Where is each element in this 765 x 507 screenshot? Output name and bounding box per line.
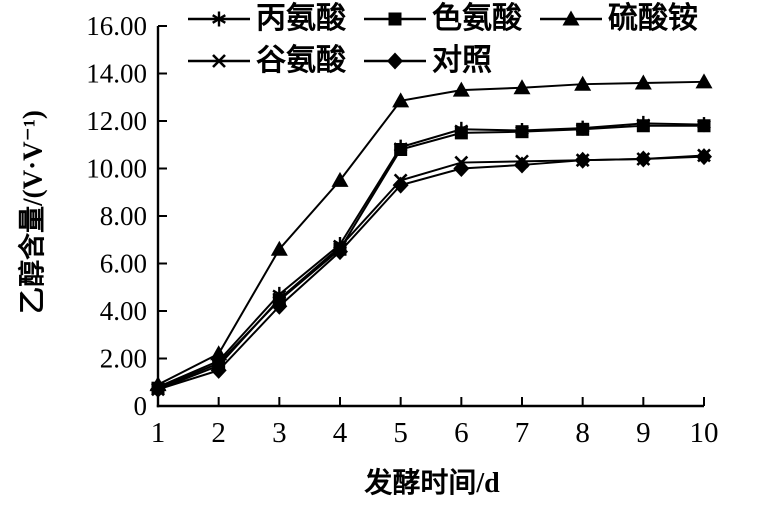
asterisk-marker [575,120,590,136]
legend-item-diamond: 对照 [362,42,492,80]
x-tick-label: 9 [636,417,651,449]
series-markers [151,148,711,397]
x-legend-key [188,54,250,68]
diamond-marker [210,361,227,379]
x-tick-label: 6 [454,417,469,449]
series-markers [150,148,712,398]
series-line [157,155,705,391]
y-tick-label: 8.00 [100,201,147,231]
asterisk-marker [212,11,226,27]
y-tick-label: 16.00 [86,11,147,41]
legend-row: 丙氨酸 色氨酸 硫酸铵 [186,0,698,38]
x-marker [212,54,226,68]
x-tick-label: 5 [393,417,408,449]
asterisk-marker [151,379,165,395]
x-marker [636,152,651,166]
y-tick-label: 4.00 [100,296,147,326]
y-tick-label: 0 [134,391,148,421]
legend-item-triangle: 硫酸铵 [538,0,698,38]
asterisk-legend-key [188,11,250,27]
asterisk-marker [515,123,529,138]
diamond-legend-key [364,52,426,70]
x-tick-label: 10 [690,417,719,449]
square-legend-key [364,12,426,26]
legend-item-asterisk: 丙氨酸 [186,0,346,38]
x-tick-label: 3 [272,417,287,449]
x-tick-label: 4 [333,417,348,449]
triangle-marker [574,75,592,91]
y-tick-label: 10.00 [86,154,147,184]
triangle-marker [634,74,652,90]
x-tick-label: 1 [151,417,166,449]
legend-label: 色氨酸 [432,2,522,35]
triangle-marker [331,171,349,187]
legend-label: 丙氨酸 [256,2,346,35]
square-marker [388,12,402,26]
legend-item-square: 色氨酸 [362,0,522,38]
triangle-marker [695,73,713,89]
y-tick-label: 6.00 [100,249,147,279]
chart-legend: 丙氨酸 色氨酸 硫酸铵谷氨酸 对照 [186,0,698,80]
legend-label: 硫酸铵 [608,2,698,35]
x-tick-label: 7 [515,417,530,449]
diamond-marker [387,52,403,70]
asterisk-marker [272,286,287,302]
diamond-marker [453,160,470,177]
y-tick-label: 12.00 [86,106,147,136]
series-line [157,122,705,388]
x-axis-title: 发酵时间/d [364,468,500,499]
series-line [157,154,705,391]
triangle-marker [562,10,580,26]
series-markers [151,115,711,395]
asterisk-marker [454,121,469,137]
diamond-marker [392,176,409,194]
series-line [157,80,705,386]
triangle-legend-key [540,10,602,26]
triangle-marker [270,240,288,256]
triangle-marker [392,92,410,108]
asterisk-marker [333,237,347,252]
triangle-marker [513,79,531,95]
diamond-marker [514,156,530,174]
y-axis-title: 乙醇含量/(V·V⁻¹) [17,110,48,314]
triangle-marker [452,81,470,97]
y-tick-label: 14.00 [86,59,147,89]
legend-item-x: 谷氨酸 [186,42,346,80]
x-marker [454,155,469,170]
legend-label: 对照 [432,44,492,77]
asterisk-marker [636,115,651,131]
triangle-marker [210,345,228,361]
legend-row: 谷氨酸 对照 [186,42,698,80]
x-marker [697,148,711,163]
x-marker [515,154,529,169]
asterisk-marker [393,139,408,155]
legend-label: 谷氨酸 [256,44,346,77]
x-tick-label: 2 [211,417,226,449]
asterisk-marker [211,353,226,369]
y-tick-label: 2.00 [100,344,147,374]
x-marker [393,173,408,188]
x-marker [575,153,590,168]
asterisk-marker [697,117,711,133]
x-tick-label: 8 [575,417,590,449]
